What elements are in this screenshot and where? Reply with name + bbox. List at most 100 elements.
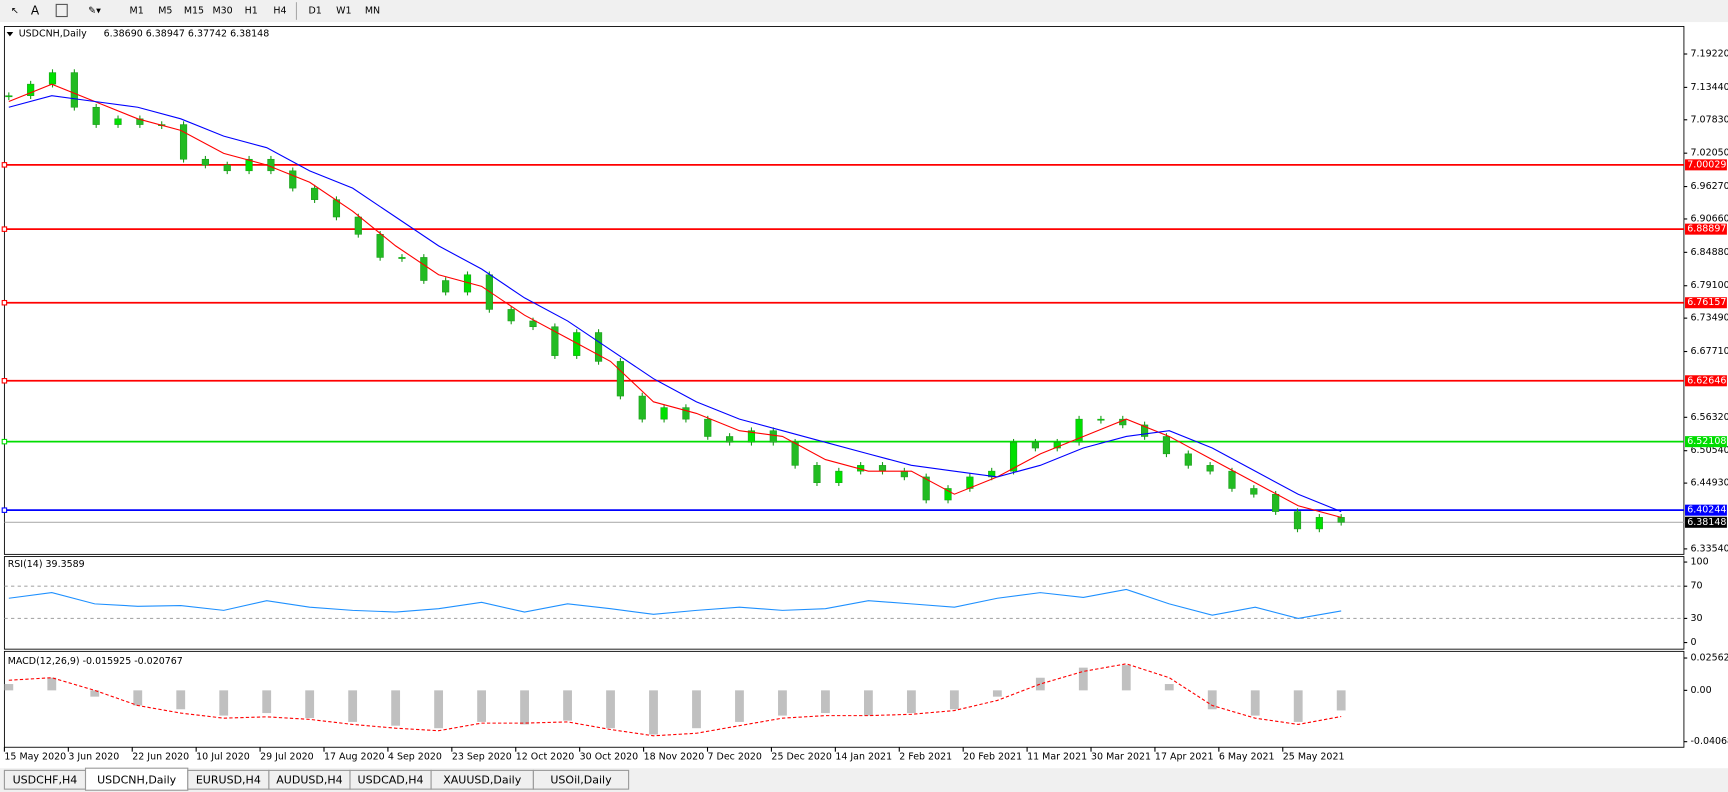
macd-bar <box>47 677 57 691</box>
level-label: 6.52108 <box>1687 436 1726 447</box>
level-handle[interactable] <box>1 438 8 445</box>
macd-bar <box>133 690 143 706</box>
candle <box>791 441 799 466</box>
macd-bar <box>4 684 14 691</box>
candle <box>420 257 428 281</box>
label-tool[interactable] <box>55 3 68 18</box>
candle <box>354 216 362 235</box>
candle <box>573 332 581 356</box>
level-label: 6.76157 <box>1687 297 1726 308</box>
timeframe-button[interactable]: H1 <box>245 6 258 17</box>
candle <box>1250 488 1258 495</box>
macd-bar <box>219 690 229 716</box>
panel-frame <box>3 556 1685 650</box>
timeframe-button[interactable]: M15 <box>184 6 204 17</box>
tab-label[interactable]: USDCHF,H4 <box>13 773 78 786</box>
macd-bar <box>520 690 529 725</box>
x-tick-label: 6 May 2021 <box>1219 752 1275 763</box>
y-tick-label: 30 <box>1691 613 1703 624</box>
level-label: 7.00029 <box>1687 159 1726 170</box>
x-tick-label: 18 Nov 2020 <box>644 752 705 763</box>
candle <box>660 407 668 420</box>
candle <box>5 95 13 98</box>
timeframe-button[interactable]: M1 <box>130 6 144 17</box>
level-label: 6.88897 <box>1687 224 1726 235</box>
x-tick-label: 30 Mar 2021 <box>1091 752 1151 763</box>
candle <box>616 361 624 397</box>
timeframe-button[interactable]: W1 <box>336 6 351 17</box>
candle <box>1315 517 1323 530</box>
timeframe-button[interactable]: D1 <box>309 6 322 17</box>
candle <box>638 395 646 420</box>
candle <box>529 320 537 328</box>
y-tick-label: 6.73490 <box>1691 313 1728 324</box>
candle <box>988 470 996 478</box>
moving-average <box>8 83 1342 518</box>
level-handle[interactable] <box>1 378 8 384</box>
x-tick-label: 17 Apr 2021 <box>1155 752 1214 763</box>
tab-label[interactable]: USOil,Daily <box>550 773 612 786</box>
tab-label[interactable]: USDCNH,Daily <box>97 773 177 786</box>
timeframe-button[interactable]: H4 <box>273 6 286 17</box>
text-tool[interactable]: A <box>31 4 40 18</box>
level-handle[interactable] <box>1 299 8 306</box>
level-handle[interactable] <box>1 507 8 513</box>
x-tick-label: 30 Oct 2020 <box>580 752 639 763</box>
y-tick-label: 7.07830 <box>1691 114 1728 125</box>
y-tick-label: 6.33540 <box>1691 543 1728 554</box>
panel-frame <box>3 650 1685 748</box>
x-tick-label: 4 Sep 2020 <box>388 752 442 763</box>
x-tick-label: 20 Feb 2021 <box>963 752 1022 763</box>
timeframe-button[interactable]: MN <box>365 6 380 17</box>
candle <box>27 83 35 96</box>
chart-window <box>0 24 1728 769</box>
macd-bar <box>305 690 315 719</box>
chart-title: USDCNH,Daily <box>19 29 87 40</box>
tab-label[interactable]: XAUUSD,Daily <box>443 773 522 786</box>
candle <box>878 465 887 472</box>
toolbar <box>0 0 1728 23</box>
moving-average <box>8 95 1342 513</box>
macd-bar <box>1121 665 1131 691</box>
y-tick-label: 6.79100 <box>1691 280 1728 291</box>
y-tick-label: 6.56320 <box>1691 412 1728 423</box>
level-tag <box>1685 375 1727 387</box>
rsi-title: RSI(14) 39.3589 <box>8 559 85 570</box>
y-tick-label: 6.90660 <box>1691 213 1728 224</box>
tab-label[interactable]: USDCAD,H4 <box>358 773 424 786</box>
tab-label[interactable]: AUDUSD,H4 <box>276 773 342 786</box>
timeframe-button[interactable]: M5 <box>158 6 172 17</box>
tab[interactable] <box>532 769 630 790</box>
candle <box>179 124 188 160</box>
macd-bar <box>606 690 615 729</box>
candle <box>900 470 908 478</box>
cursor-icon[interactable]: ↖ <box>11 6 19 17</box>
signal-line <box>8 663 1342 737</box>
candle <box>376 234 384 258</box>
level-handle[interactable] <box>1 162 8 168</box>
level-handle[interactable] <box>1 226 8 232</box>
y-tick-label: 7.02050 <box>1691 148 1728 159</box>
rsi-line <box>8 588 1342 619</box>
level-label: 6.62646 <box>1687 375 1726 386</box>
candle <box>726 436 734 443</box>
macd-bar <box>821 690 830 714</box>
macd-bar <box>864 690 873 716</box>
candle <box>1184 453 1192 466</box>
candle <box>223 164 231 172</box>
x-tick-label: 3 Jun 2020 <box>68 752 119 763</box>
x-tick-label: 15 May 2020 <box>4 752 66 763</box>
tab-label[interactable]: EURUSD,H4 <box>196 773 261 786</box>
macd-bar <box>434 690 444 729</box>
candle <box>92 106 100 125</box>
macd-bar <box>992 690 1002 697</box>
y-tick-label: 0.025623 <box>1691 653 1728 664</box>
candle <box>114 118 122 125</box>
shapes-tool[interactable]: ✎▾ <box>88 6 101 17</box>
macd-bar <box>262 690 272 714</box>
timeframe-button[interactable]: M30 <box>213 6 233 17</box>
macd-title: MACD(12,26,9) -0.015925 -0.020767 <box>8 656 183 667</box>
level-tag <box>1685 159 1727 171</box>
